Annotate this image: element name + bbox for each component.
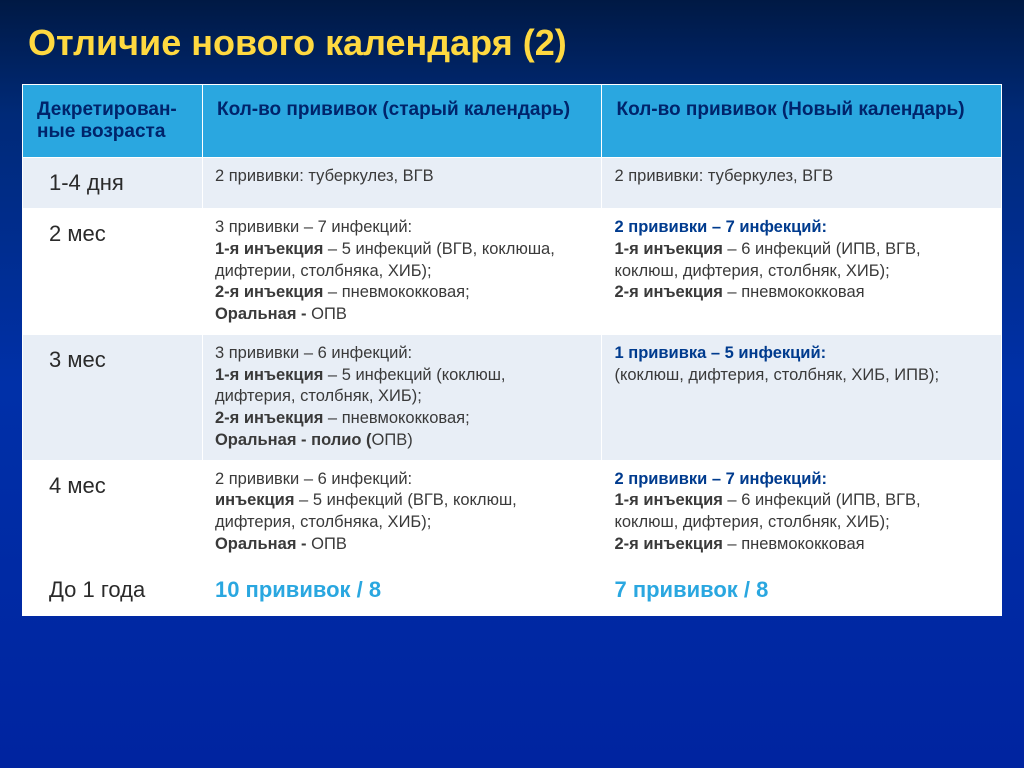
cell-new: 1 прививка – 5 инфекций: (коклюш, дифтер… bbox=[602, 334, 1002, 460]
col-header-new: Кол-во прививок (Новый календарь) bbox=[602, 85, 1002, 158]
bold-label: 1-я инъекция bbox=[614, 491, 722, 509]
cell-old: 3 прививки – 6 инфекций: 1-я инъекция – … bbox=[202, 334, 602, 460]
text: – пневмококковая bbox=[723, 283, 865, 301]
table-row: 4 мес 2 прививки – 6 инфекций: инъекция … bbox=[23, 460, 1002, 564]
bold-label: Оральная - bbox=[215, 431, 311, 449]
old-head: 3 прививки – 6 инфекций: bbox=[215, 344, 412, 362]
bold-label: 2-я инъекция bbox=[614, 283, 722, 301]
comparison-table: Декретирован-ные возраста Кол-во прививо… bbox=[22, 84, 1002, 616]
text: – пневмококковая; bbox=[323, 283, 469, 301]
table-row: 3 мес 3 прививки – 6 инфекций: 1-я инъек… bbox=[23, 334, 1002, 460]
bold-label: Оральная - bbox=[215, 305, 311, 323]
text: ОПВ bbox=[311, 535, 347, 553]
bold-label: Оральная - bbox=[215, 535, 311, 553]
text: – пневмококковая bbox=[723, 535, 865, 553]
table-header-row: Декретирован-ные возраста Кол-во прививо… bbox=[23, 85, 1002, 158]
cell-age: 4 мес bbox=[23, 460, 203, 564]
text: ОПВ bbox=[311, 305, 347, 323]
text: (коклюш, дифтерия, столбняк, ХИБ, ИПВ); bbox=[614, 366, 939, 384]
table-row: 1-4 дня 2 прививки: туберкулез, ВГВ 2 пр… bbox=[23, 158, 1002, 209]
cell-new-total: 7 прививок / 8 bbox=[602, 564, 1002, 615]
cell-old: 3 прививки – 7 инфекций: 1-я инъекция – … bbox=[202, 209, 602, 335]
cell-age-total: До 1 года bbox=[23, 564, 203, 615]
cell-age: 2 мес bbox=[23, 209, 203, 335]
cell-old: 2 прививки – 6 инфекций: инъекция – 5 ин… bbox=[202, 460, 602, 564]
table-total-row: До 1 года 10 прививок / 8 7 прививок / 8 bbox=[23, 564, 1002, 615]
bold-label: 2-я инъекция bbox=[614, 535, 722, 553]
cell-new: 2 прививки – 7 инфекций: 1-я инъекция – … bbox=[602, 209, 1002, 335]
old-head: 3 прививки – 7 инфекций: bbox=[215, 218, 412, 236]
cell-new: 2 прививки: туберкулез, ВГВ bbox=[602, 158, 1002, 209]
bold-label: 1-я инъекция bbox=[215, 240, 323, 258]
bold-label: инъекция bbox=[215, 491, 295, 509]
new-head: 2 прививки – 7 инфекций: bbox=[614, 470, 827, 488]
text: – пневмококковая; bbox=[323, 409, 469, 427]
bold-label: 1-я инъекция bbox=[215, 366, 323, 384]
table-row: 2 мес 3 прививки – 7 инфекций: 1-я инъек… bbox=[23, 209, 1002, 335]
old-head: 2 прививки – 6 инфекций: bbox=[215, 470, 412, 488]
new-head: 1 прививка – 5 инфекций: bbox=[614, 344, 826, 362]
cell-new: 2 прививки – 7 инфекций: 1-я инъекция – … bbox=[602, 460, 1002, 564]
bold-label: 2-я инъекция bbox=[215, 409, 323, 427]
bold-label: 1-я инъекция bbox=[614, 240, 722, 258]
cell-age: 3 мес bbox=[23, 334, 203, 460]
new-head: 2 прививки – 7 инфекций: bbox=[614, 218, 827, 236]
col-header-age: Декретирован-ные возраста bbox=[23, 85, 203, 158]
slide-title: Отличие нового календаря (2) bbox=[22, 22, 1002, 64]
cell-old: 2 прививки: туберкулез, ВГВ bbox=[202, 158, 602, 209]
cell-old-total: 10 прививок / 8 bbox=[202, 564, 602, 615]
cell-age: 1-4 дня bbox=[23, 158, 203, 209]
bold-label: 2-я инъекция bbox=[215, 283, 323, 301]
text: ОПВ) bbox=[372, 431, 413, 449]
col-header-old: Кол-во прививок (старый календарь) bbox=[202, 85, 602, 158]
bold-label: полио ( bbox=[311, 431, 371, 449]
